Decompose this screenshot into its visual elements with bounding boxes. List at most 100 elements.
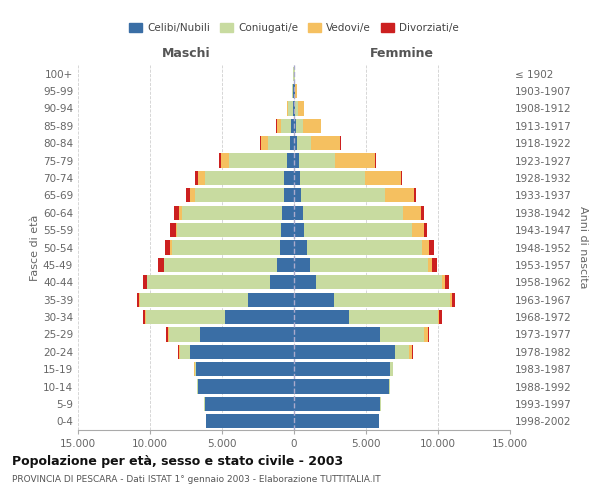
Bar <box>307 240 422 254</box>
Bar <box>310 258 428 272</box>
Bar <box>190 344 294 359</box>
Bar <box>294 171 300 185</box>
Bar <box>137 292 139 307</box>
Bar <box>316 275 442 289</box>
Bar <box>294 258 310 272</box>
Bar <box>221 154 229 168</box>
Bar <box>421 206 424 220</box>
Bar <box>229 154 287 168</box>
Bar <box>180 344 190 359</box>
Bar <box>165 240 170 254</box>
Bar <box>412 344 413 359</box>
Bar <box>206 414 294 428</box>
Bar <box>428 328 430 342</box>
Bar <box>294 188 301 202</box>
Bar <box>170 240 172 254</box>
Bar <box>438 310 439 324</box>
Bar <box>290 136 294 150</box>
Bar <box>295 84 296 98</box>
Bar <box>164 258 277 272</box>
Bar <box>182 206 283 220</box>
Bar <box>277 118 281 133</box>
Bar <box>146 310 225 324</box>
Bar <box>424 223 427 237</box>
Bar <box>197 380 294 394</box>
Bar <box>300 171 365 185</box>
Bar <box>261 136 268 150</box>
Bar <box>452 292 455 307</box>
Bar <box>194 188 284 202</box>
Bar <box>403 206 421 220</box>
Bar <box>294 380 389 394</box>
Bar <box>200 328 294 342</box>
Bar <box>294 206 302 220</box>
Bar <box>292 84 293 98</box>
Bar <box>299 154 335 168</box>
Bar <box>268 136 290 150</box>
Text: Popolazione per età, sesso e stato civile - 2003: Popolazione per età, sesso e stato civil… <box>12 455 343 468</box>
Bar <box>194 362 196 376</box>
Bar <box>365 171 401 185</box>
Bar <box>170 223 176 237</box>
Bar <box>280 240 294 254</box>
Bar <box>422 240 430 254</box>
Bar <box>298 102 304 116</box>
Bar <box>291 118 294 133</box>
Bar <box>294 292 334 307</box>
Y-axis label: Anni di nascita: Anni di nascita <box>578 206 588 289</box>
Bar <box>293 84 294 98</box>
Bar <box>297 136 311 150</box>
Bar <box>143 310 145 324</box>
Bar <box>349 310 438 324</box>
Bar <box>294 102 295 116</box>
Bar <box>294 275 316 289</box>
Bar <box>269 275 294 289</box>
Bar <box>179 206 182 220</box>
Bar <box>311 136 340 150</box>
Bar <box>186 188 190 202</box>
Bar <box>302 206 403 220</box>
Bar <box>143 275 146 289</box>
Bar <box>178 223 281 237</box>
Bar <box>294 118 296 133</box>
Bar <box>205 171 284 185</box>
Bar <box>304 118 320 133</box>
Legend: Celibi/Nubili, Coniugati/e, Vedovi/e, Divorziati/e: Celibi/Nubili, Coniugati/e, Vedovi/e, Di… <box>125 19 463 38</box>
Bar <box>194 171 197 185</box>
Bar <box>284 171 294 185</box>
Bar <box>304 223 412 237</box>
Bar <box>294 362 391 376</box>
Bar <box>294 240 307 254</box>
Bar <box>385 188 413 202</box>
Bar <box>172 240 280 254</box>
Bar <box>284 188 294 202</box>
Bar <box>288 102 293 116</box>
Bar <box>140 292 248 307</box>
Bar <box>395 344 409 359</box>
Bar <box>294 310 349 324</box>
Bar <box>439 310 442 324</box>
Text: Femmine: Femmine <box>370 47 434 60</box>
Bar <box>294 136 297 150</box>
Bar <box>442 275 445 289</box>
Bar <box>281 118 291 133</box>
Bar <box>167 328 169 342</box>
Bar <box>166 328 167 342</box>
Bar <box>389 380 390 394</box>
Bar <box>293 102 294 116</box>
Bar <box>295 102 298 116</box>
Bar <box>260 136 261 150</box>
Bar <box>179 344 180 359</box>
Bar <box>277 258 294 272</box>
Bar <box>281 223 294 237</box>
Bar <box>432 258 437 272</box>
Bar <box>301 188 385 202</box>
Bar <box>449 292 452 307</box>
Bar <box>334 292 449 307</box>
Bar <box>287 102 288 116</box>
Bar <box>205 397 294 411</box>
Bar <box>296 118 304 133</box>
Bar <box>412 223 424 237</box>
Bar <box>401 171 402 185</box>
Bar <box>248 292 294 307</box>
